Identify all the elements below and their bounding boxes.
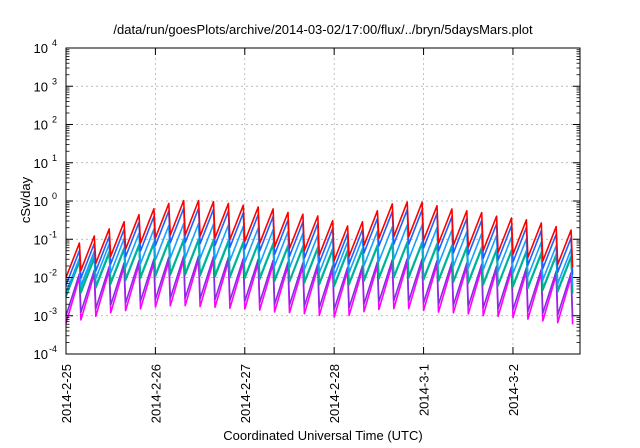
series-line	[65, 199, 574, 278]
y-tick-exponent: 0	[52, 191, 57, 201]
y-tick-exponent: 4	[52, 38, 57, 48]
y-tick-exponent: -1	[49, 229, 57, 239]
y-tick-exponent: -4	[49, 344, 57, 354]
x-axis-ticks: 2014-2-25 2014-2-26 2014-2-27 2014-2-28 2014…	[59, 48, 521, 423]
grid-lines	[66, 48, 580, 354]
y-tick-label: 10	[34, 41, 48, 56]
y-tick-label: 10	[34, 309, 48, 324]
y-tick-exponent: -3	[49, 306, 57, 316]
y-axis-label: cSv/day	[18, 176, 33, 223]
y-tick-label: 10	[34, 271, 48, 286]
x-tick-label: 2014-2-26	[148, 364, 163, 423]
x-tick-label: 2014-2-28	[327, 364, 342, 423]
y-tick-label: 10	[34, 118, 48, 133]
y-tick-exponent: 2	[52, 115, 57, 125]
x-tick-label: 2014-2-27	[238, 364, 253, 423]
y-tick-exponent: -2	[49, 268, 57, 278]
x-tick-label: 2014-2-25	[59, 364, 74, 423]
y-tick-label: 10	[34, 232, 48, 247]
x-axis-label: Coordinated Universal Time (UTC)	[223, 428, 422, 443]
y-tick-label: 10	[34, 156, 48, 171]
y-tick-exponent: 1	[52, 153, 57, 163]
y-tick-label: 10	[34, 79, 48, 94]
x-tick-label: 2014-3-1	[417, 364, 432, 416]
chart-title: /data/run/goesPlots/archive/2014-03-02/1…	[113, 22, 533, 37]
series-lines	[65, 199, 574, 325]
y-tick-label: 10	[34, 347, 48, 362]
y-tick-exponent: 3	[52, 76, 57, 86]
y-tick-label: 10	[34, 194, 48, 209]
x-tick-label: 2014-3-2	[506, 364, 521, 416]
series-line	[65, 255, 574, 317]
